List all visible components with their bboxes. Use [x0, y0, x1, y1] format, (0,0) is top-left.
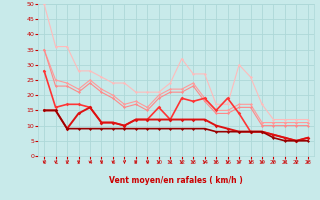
- X-axis label: Vent moyen/en rafales ( km/h ): Vent moyen/en rafales ( km/h ): [109, 176, 243, 185]
